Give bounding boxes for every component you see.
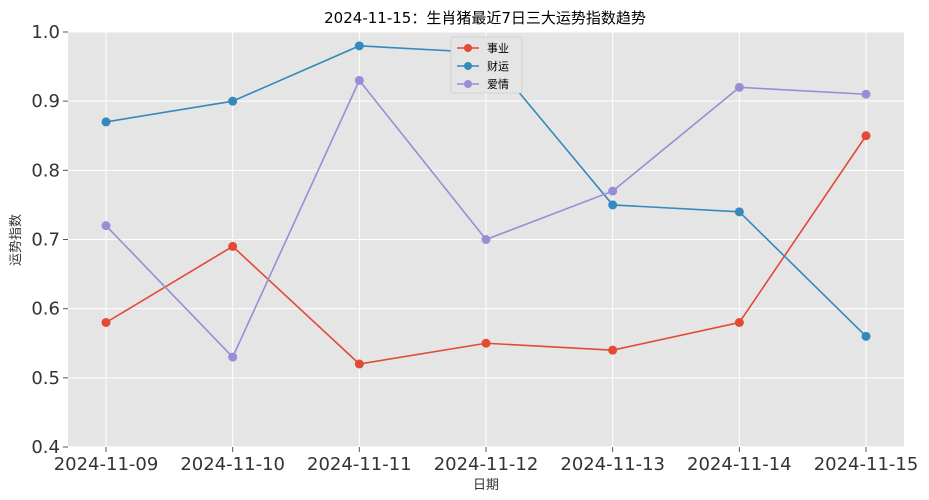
- legend-label: 财运: [487, 59, 509, 73]
- legend-marker: [464, 80, 472, 88]
- data-point: [734, 207, 744, 217]
- data-point: [101, 318, 111, 327]
- data-point: [354, 41, 364, 51]
- data-point: [228, 241, 238, 251]
- x-tick-label: 2024-11-10: [180, 454, 285, 475]
- legend-label: 爱情: [487, 78, 509, 91]
- legend-marker: [464, 62, 472, 70]
- data-point: [861, 131, 871, 141]
- data-point: [861, 89, 871, 99]
- data-point: [101, 221, 111, 231]
- x-axis-ticks: 2024-11-09 2024-11-10 2024-11-11 2024-11-12…: [54, 447, 919, 475]
- y-tick-label: 0.6: [31, 299, 60, 320]
- chart-title: 2024-11-15：生肖猪最近7日三大运势指数趋势: [324, 9, 646, 27]
- data-point: [101, 117, 111, 127]
- data-point: [481, 235, 491, 244]
- data-point: [354, 75, 364, 85]
- series-1: [101, 131, 871, 369]
- y-tick-label: 0.5: [31, 368, 60, 389]
- x-tick-label: 2024-11-14: [687, 454, 792, 475]
- legend-label: 事业: [487, 42, 509, 55]
- series-3: [101, 75, 871, 362]
- data-point: [608, 200, 618, 210]
- data-point: [228, 352, 238, 362]
- data-point: [608, 186, 618, 196]
- y-tick-label: 0.8: [31, 160, 60, 181]
- x-tick-label: 2024-11-15: [814, 454, 919, 475]
- y-axis-ticks: 0.4 0.5 0.6 0.7 0.8 0.9 1.0: [31, 22, 68, 458]
- data-point: [734, 318, 744, 327]
- x-tick-label: 2024-11-12: [434, 454, 539, 475]
- data-point: [861, 331, 871, 341]
- y-tick-label: 0.7: [31, 230, 60, 251]
- x-axis-label: 日期: [473, 478, 499, 493]
- data-point: [228, 96, 238, 106]
- data-point: [481, 338, 491, 348]
- data-point: [734, 82, 744, 92]
- legend-marker: [464, 44, 472, 52]
- y-tick-label: 0.4: [31, 437, 60, 458]
- y-tick-label: 1.0: [31, 22, 60, 43]
- x-tick-label: 2024-11-09: [54, 454, 159, 475]
- data-point: [608, 345, 618, 355]
- y-tick-label: 0.9: [31, 91, 60, 112]
- y-axis-label: 运势指数: [8, 214, 24, 266]
- x-tick-label: 2024-11-11: [307, 454, 412, 475]
- data-point: [354, 359, 364, 369]
- x-tick-label: 2024-11-13: [560, 454, 665, 475]
